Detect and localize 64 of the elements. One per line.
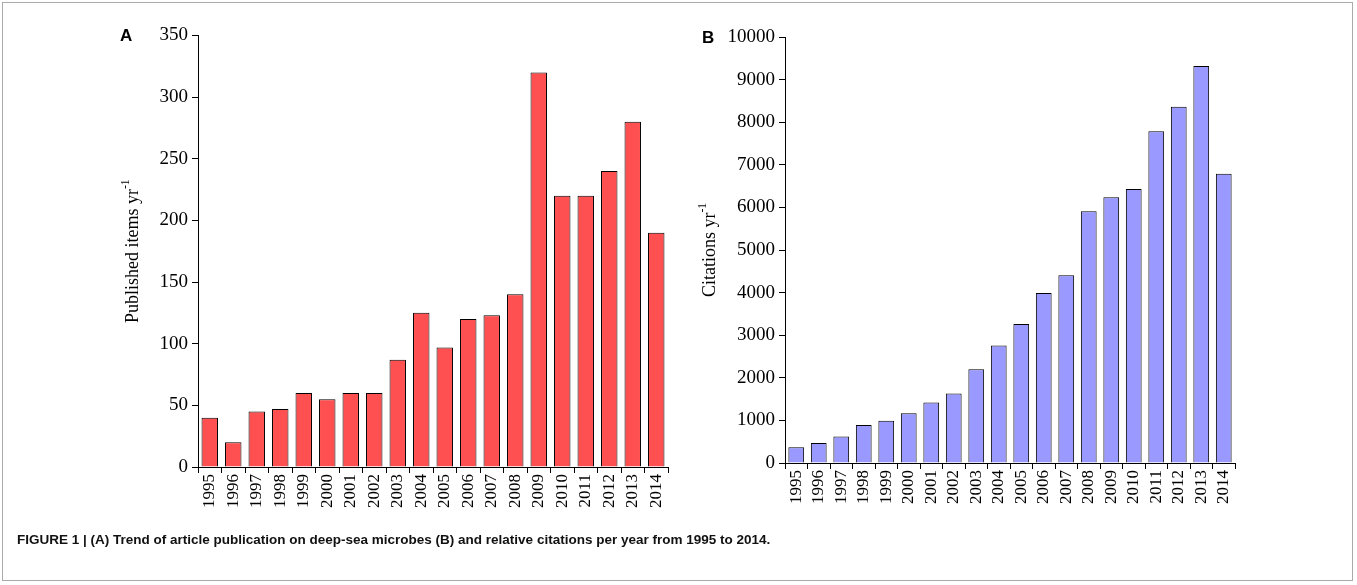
x-tick-label: 2007	[1055, 469, 1075, 504]
x-tick-label: 1998	[853, 470, 873, 504]
x-tick-label: 2003	[387, 474, 407, 508]
x-tick-label: 2002	[943, 470, 963, 504]
chart-title: B	[702, 27, 715, 47]
x-tick-label: 1999	[293, 474, 313, 508]
x-tick-label: 2013	[622, 474, 642, 508]
y-tick-label: 6000	[737, 195, 775, 217]
x-tick-label: 2014	[645, 473, 665, 508]
y-axis-title: Citations yr-1	[695, 202, 719, 298]
y-tick-label: 9000	[737, 67, 775, 89]
x-tick-label: 2008	[1078, 470, 1098, 504]
x-tick-label: 1999	[875, 470, 895, 504]
y-tick-label: 1000	[737, 408, 775, 430]
y-tick-label: 50	[169, 393, 188, 415]
x-tick-label: 2012	[598, 474, 618, 508]
chart-title: A	[120, 26, 133, 46]
y-tick-label: 350	[159, 23, 188, 45]
x-tick-label: 2010	[551, 474, 571, 508]
y-tick-label: 300	[159, 85, 188, 107]
y-tick-label: 2000	[737, 365, 775, 387]
x-tick-label: 1997	[830, 469, 850, 504]
x-tick-label: 2006	[457, 474, 477, 508]
y-tick-label: 7000	[737, 152, 775, 174]
x-tick-label: 2005	[1010, 470, 1030, 504]
y-tick-label: 0	[178, 454, 188, 476]
x-tick-label: 2011	[1145, 470, 1165, 504]
y-tick-label: 3000	[737, 323, 775, 345]
y-tick-label: 4000	[737, 280, 775, 302]
x-tick-label: 1996	[222, 474, 242, 508]
x-tick-label: 2005	[434, 474, 454, 508]
x-tick-label: 2009	[1100, 470, 1120, 504]
y-tick-label: 10000	[727, 24, 775, 46]
y-tick-label: 200	[159, 208, 188, 230]
y-tick-label: 100	[159, 331, 188, 353]
y-tick-label: 250	[159, 146, 188, 168]
y-tick-label: 5000	[737, 237, 775, 259]
x-tick-label: 2001	[920, 470, 940, 504]
y-axis-title: Published items yr-1	[118, 179, 142, 324]
x-tick-label: 2010	[1123, 470, 1143, 504]
x-tick-label: 2007	[481, 473, 501, 508]
x-tick-label: 2006	[1033, 470, 1053, 504]
x-tick-label: 2001	[340, 474, 360, 508]
caption: FIGURE 1 | (A) Trend of article publication on deep-sea microbes (B) and relative citations per year from 1995 to 2014.	[17, 532, 771, 547]
x-tick-label: 2008	[504, 474, 524, 508]
x-tick-label: 2009	[528, 474, 548, 508]
x-tick-label: 2012	[1168, 470, 1188, 504]
x-tick-label: 1995	[785, 470, 805, 504]
x-tick-label: 2014	[1213, 469, 1233, 504]
x-tick-label: 1998	[269, 474, 289, 508]
x-tick-label: 2013	[1190, 470, 1210, 504]
y-tick-label: 150	[159, 270, 188, 292]
x-tick-label: 2003	[965, 470, 985, 504]
y-tick-label: 8000	[737, 110, 775, 132]
x-tick-label: 1995	[199, 474, 219, 508]
x-tick-label: 1996	[808, 470, 828, 504]
x-tick-label: 2004	[410, 473, 430, 508]
x-tick-label: 1997	[246, 473, 266, 508]
x-tick-label: 2002	[363, 474, 383, 508]
x-tick-label: 2011	[575, 474, 595, 508]
x-tick-label: 2004	[988, 469, 1008, 504]
y-tick-label: 0	[765, 450, 775, 472]
x-tick-label: 2000	[898, 470, 918, 504]
x-tick-label: 2000	[316, 474, 336, 508]
